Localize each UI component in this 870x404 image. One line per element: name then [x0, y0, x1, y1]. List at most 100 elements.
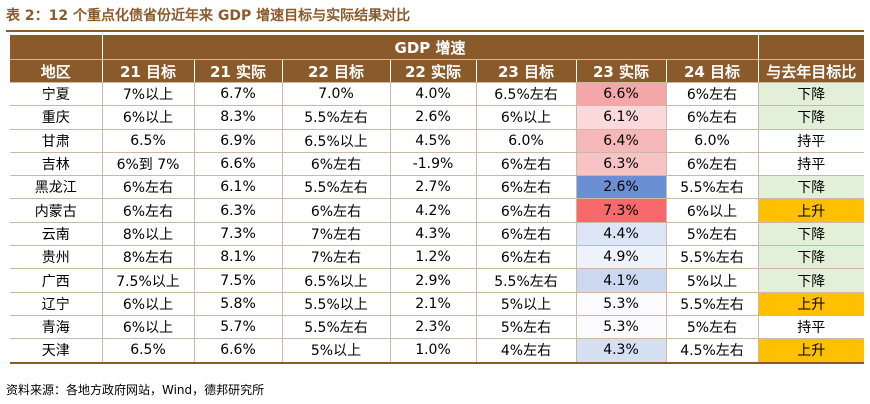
value-cell: 5.5%左右: [281, 315, 390, 340]
gdp-comparison-table: GDP 增速 地区 21 目标 21 实际 22 目标 22 实际 23 目标 23 实际 2…: [10, 35, 865, 364]
value-cell: 6.5%: [101, 338, 194, 364]
value-cell: 6%左右: [665, 105, 759, 130]
value-cell: 6%左右: [101, 175, 194, 200]
value-cell: 6.4%: [575, 129, 666, 153]
header-blank: [757, 35, 865, 60]
value-cell: 7.5%: [193, 268, 282, 293]
compare-cell: 上升: [757, 198, 865, 223]
compare-cell: 持平: [757, 129, 865, 153]
value-cell: 6%到 7%: [101, 152, 194, 177]
value-cell: 6%以上: [101, 105, 194, 130]
compare-cell: 下降: [757, 245, 865, 270]
table-row: 重庆 6%以上 8.3% 5.5%左右 2.6% 6%以上 6.1% 6%左右 下降: [10, 105, 865, 130]
compare-cell: 下降: [757, 222, 865, 247]
value-cell: 6.5%以上: [281, 268, 390, 293]
value-cell: 6%左右: [665, 152, 759, 177]
column-header: 24 目标: [665, 59, 759, 83]
value-cell: 1.0%: [389, 338, 476, 364]
column-header: 21 实际: [193, 59, 282, 83]
compare-cell: 下降: [757, 82, 865, 107]
value-cell: 2.3%: [389, 315, 476, 340]
value-cell: 4.2%: [389, 198, 476, 223]
value-cell: 8%左右: [101, 245, 194, 270]
value-cell: 4.0%: [389, 82, 476, 107]
value-cell: 5.5%左右: [665, 175, 759, 200]
compare-cell: 持平: [757, 152, 865, 177]
value-cell: 7%左右: [281, 245, 390, 270]
value-cell: 8%以上: [101, 222, 194, 247]
value-cell: 5.3%: [575, 315, 666, 340]
compare-cell: 下降: [757, 105, 865, 130]
value-cell: 5.5%以上: [281, 292, 390, 316]
value-cell: 5.8%: [193, 292, 282, 316]
table-row: 天津 6.5% 6.6% 5%以上 1.0% 4%左右 4.3% 4.5%左右 上升: [10, 338, 865, 364]
value-cell: 5%以上: [475, 292, 576, 316]
value-cell: 2.6%: [575, 175, 666, 200]
value-cell: 6%左右: [475, 175, 576, 200]
column-header: 与去年目标比: [757, 59, 865, 83]
header-blank: [10, 35, 102, 60]
value-cell: 4.3%: [389, 222, 476, 247]
value-cell: 8.1%: [193, 245, 282, 270]
region-cell: 云南: [10, 222, 102, 247]
value-cell: 6.3%: [575, 152, 666, 177]
region-cell: 天津: [10, 338, 102, 364]
value-cell: 7.3%: [193, 222, 282, 247]
value-cell: 4.9%: [575, 245, 666, 270]
region-cell: 甘肃: [10, 129, 102, 153]
column-header: 23 目标: [475, 59, 576, 83]
value-cell: 4.5%: [389, 129, 476, 153]
value-cell: 5%以上: [665, 268, 759, 293]
column-header: 23 实际: [575, 59, 666, 83]
value-cell: 6.5%左右: [475, 82, 576, 107]
value-cell: 6%以上: [101, 292, 194, 316]
table-row: 云南 8%以上 7.3% 7%左右 4.3% 6%左右 4.4% 5%左右 下降: [10, 222, 865, 247]
region-cell: 重庆: [10, 105, 102, 130]
region-cell: 黑龙江: [10, 175, 102, 200]
region-cell: 吉林: [10, 152, 102, 177]
value-cell: 6%以上: [665, 198, 759, 223]
value-cell: 1.2%: [389, 245, 476, 270]
table-row: 青海 6%以上 5.7% 5.5%左右 2.3% 5%左右 5.3% 5%左右 持平: [10, 315, 865, 340]
value-cell: 6%左右: [281, 198, 390, 223]
value-cell: 5%以上: [281, 338, 390, 364]
source-note: 资料来源：各地方政府网站，Wind，德邦研究所: [6, 383, 265, 397]
value-cell: 5%左右: [475, 315, 576, 340]
value-cell: 7%左右: [281, 222, 390, 247]
value-cell: 6.3%: [193, 198, 282, 223]
value-cell: 6.6%: [575, 82, 666, 107]
value-cell: 6%以上: [475, 105, 576, 130]
value-cell: 6.1%: [193, 175, 282, 200]
value-cell: 7%以上: [101, 82, 194, 107]
value-cell: 5.7%: [193, 315, 282, 340]
header-group-gdp-growth: GDP 增速: [101, 35, 759, 60]
value-cell: 4%左右: [475, 338, 576, 364]
table-row: 贵州 8%左右 8.1% 7%左右 1.2% 6%左右 4.9% 5.5%左右 下降: [10, 245, 865, 270]
value-cell: -1.9%: [389, 152, 476, 177]
value-cell: 6.9%: [193, 129, 282, 153]
region-cell: 贵州: [10, 245, 102, 270]
value-cell: 6.5%: [101, 129, 194, 153]
table-row: 辽宁 6%以上 5.8% 5.5%以上 2.1% 5%以上 5.3% 5.5%左右 上升: [10, 292, 865, 316]
value-cell: 6%左右: [101, 198, 194, 223]
table-row: 吉林 6%到 7% 6.6% 6%左右 -1.9% 6%左右 6.3% 6%左右 持平: [10, 152, 865, 177]
region-cell: 内蒙古: [10, 198, 102, 223]
value-cell: 7.5%以上: [101, 268, 194, 293]
value-cell: 6%左右: [281, 152, 390, 177]
table-row: 宁夏 7%以上 6.7% 7.0% 4.0% 6.5%左右 6.6% 6%左右 下降: [10, 82, 865, 107]
value-cell: 6%左右: [665, 82, 759, 107]
compare-cell: 上升: [757, 292, 865, 316]
value-cell: 6%左右: [475, 245, 576, 270]
value-cell: 6%左右: [475, 198, 576, 223]
table-row: 甘肃 6.5% 6.9% 6.5%以上 4.5% 6.0% 6.4% 6.0% 持平: [10, 129, 865, 153]
value-cell: 6%左右: [475, 222, 576, 247]
value-cell: 4.1%: [575, 268, 666, 293]
table-row: 广西 7.5%以上 7.5% 6.5%以上 2.9% 5.5%左右 4.1% 5%以上 下降: [10, 268, 865, 293]
region-cell: 宁夏: [10, 82, 102, 107]
value-cell: 5.3%: [575, 292, 666, 316]
table-row: 内蒙古 6%左右 6.3% 6%左右 4.2% 6%左右 7.3% 6%以上 上升: [10, 198, 865, 223]
value-cell: 5.5%左右: [475, 268, 576, 293]
value-cell: 6.1%: [575, 105, 666, 130]
value-cell: 2.9%: [389, 268, 476, 293]
column-header: 21 目标: [101, 59, 194, 83]
